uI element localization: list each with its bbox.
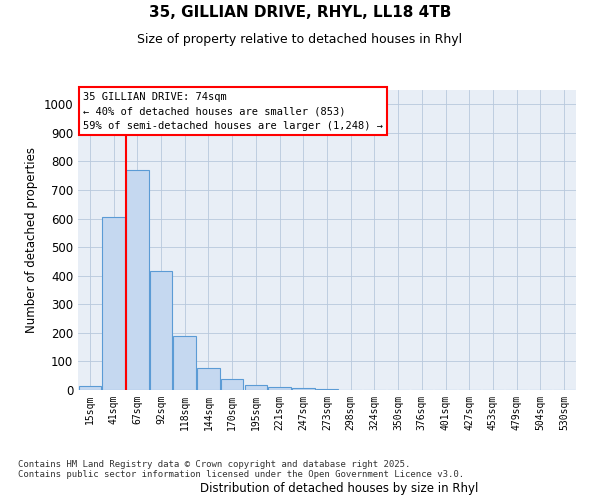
Bar (245, 385, 267, 390)
Bar (197, 368, 220, 390)
Bar (79, 386, 101, 390)
Bar (221, 379, 244, 390)
Y-axis label: Number of detached properties: Number of detached properties (25, 147, 38, 333)
Bar (268, 387, 291, 390)
Bar (292, 388, 314, 390)
Bar (126, 170, 149, 390)
Text: Contains HM Land Registry data © Crown copyright and database right 2025.
Contai: Contains HM Land Registry data © Crown c… (18, 460, 464, 479)
Text: Distribution of detached houses by size in Rhyl: Distribution of detached houses by size … (200, 482, 478, 495)
Bar (150, 272, 172, 390)
Bar (103, 217, 125, 390)
Bar (316, 388, 338, 390)
Text: 35, GILLIAN DRIVE, RHYL, LL18 4TB: 35, GILLIAN DRIVE, RHYL, LL18 4TB (149, 5, 451, 20)
Text: 35 GILLIAN DRIVE: 74sqm
← 40% of detached houses are smaller (853)
59% of semi-d: 35 GILLIAN DRIVE: 74sqm ← 40% of detache… (83, 92, 383, 131)
Text: Size of property relative to detached houses in Rhyl: Size of property relative to detached ho… (137, 32, 463, 46)
Bar (173, 336, 196, 390)
